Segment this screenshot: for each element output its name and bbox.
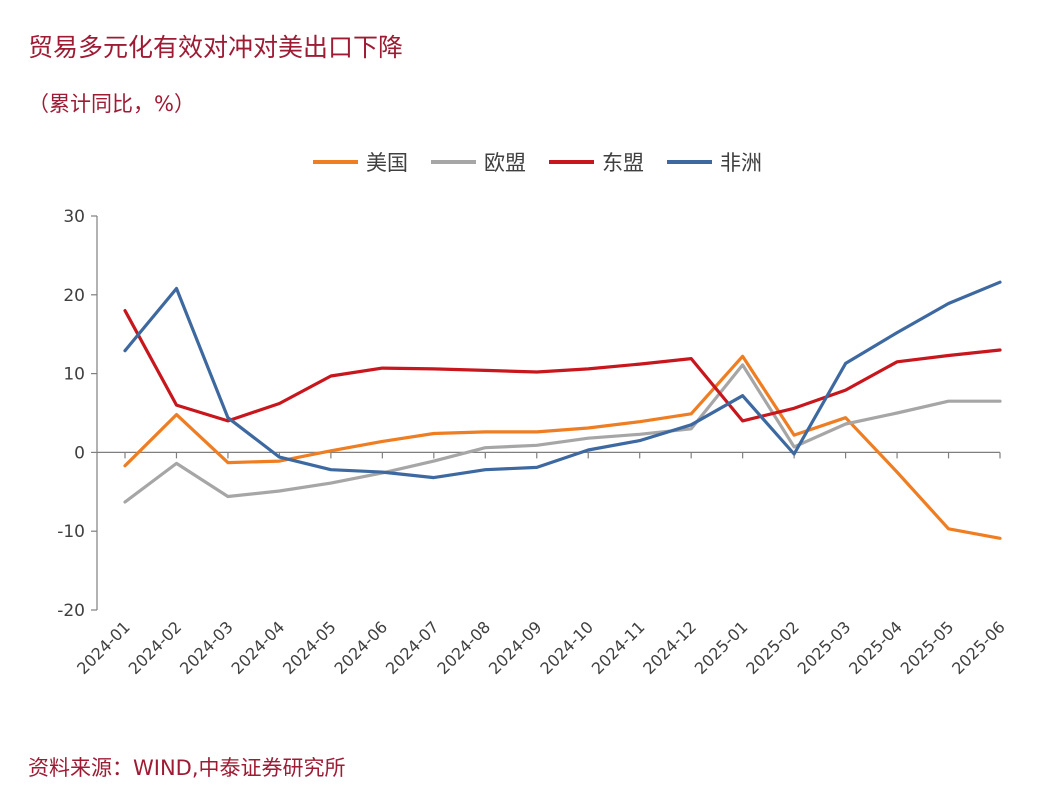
chart-lines (123, 280, 1002, 540)
chart-legend: 美国 欧盟 东盟 非洲 (313, 151, 762, 175)
chart-axes: 3020100-10-202024-012024-022024-032024-0… (57, 207, 1009, 678)
x-tick-label: 2025-01 (691, 617, 752, 678)
x-tick-label: 2024-03 (176, 617, 237, 678)
y-tick-label: 30 (63, 207, 85, 227)
legend-label: 东盟 (602, 151, 644, 175)
y-tick-label: 10 (63, 365, 85, 385)
chart-subtitle: （累计同比，%） (28, 92, 195, 116)
y-tick-label: 20 (63, 286, 85, 306)
x-tick-label: 2024-02 (125, 617, 186, 678)
legend-label: 非洲 (720, 151, 762, 175)
x-tick-label: 2025-02 (742, 617, 803, 678)
legend-label: 欧盟 (484, 151, 526, 175)
y-tick-label: -20 (57, 601, 85, 621)
x-tick-label: 2025-03 (794, 617, 855, 678)
x-tick-label: 2024-05 (279, 617, 340, 678)
x-tick-label: 2025-05 (897, 617, 958, 678)
series-line-欧盟 (123, 363, 1002, 504)
y-tick-label: 0 (74, 443, 85, 463)
x-tick-label: 2025-06 (948, 617, 1009, 678)
series-line-东盟 (123, 309, 1002, 423)
x-tick-label: 2024-04 (228, 617, 289, 678)
x-tick-label: 2024-11 (588, 617, 649, 678)
x-tick-label: 2025-04 (845, 617, 906, 678)
source-note: 资料来源：WIND,中泰证券研究所 (28, 756, 346, 780)
series-line-美国 (123, 354, 1002, 540)
x-tick-label: 2024-07 (382, 617, 443, 678)
x-tick-label: 2024-10 (536, 617, 597, 678)
x-tick-label: 2024-01 (73, 617, 134, 678)
series-line-非洲 (123, 280, 1002, 480)
x-tick-label: 2024-09 (485, 617, 546, 678)
x-tick-label: 2024-06 (330, 617, 391, 678)
y-tick-label: -10 (57, 522, 85, 542)
x-tick-label: 2024-12 (639, 617, 700, 678)
legend-label: 美国 (366, 151, 408, 175)
chart-title: 贸易多元化有效对冲对美出口下降 (28, 33, 404, 62)
x-tick-label: 2024-08 (433, 617, 494, 678)
